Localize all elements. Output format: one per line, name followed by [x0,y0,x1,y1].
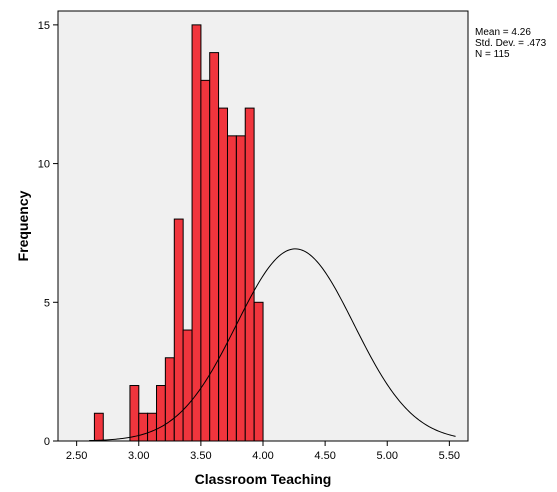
x-tick-label: 5.00 [377,450,398,462]
histogram-bar [253,301,264,442]
y-tick-label: 15 [38,20,50,32]
stats-mean: Mean = 4.26 [475,27,531,38]
x-tick-label: 4.00 [252,450,273,462]
histogram-bar [173,218,184,442]
x-tick-label: 4.50 [314,450,335,462]
histogram-bar [147,412,157,442]
stats-std-dev: Std. Dev. = .473 [475,38,547,49]
histogram-bar [218,107,229,442]
x-tick-label: 5.50 [439,450,460,462]
histogram-bar [235,135,246,442]
histogram-bar [129,385,140,442]
histogram-bar [182,329,193,442]
histogram-bar [164,357,175,442]
stats-n: N = 115 [475,49,510,60]
x-tick-label: 2.50 [66,450,87,462]
y-tick-label: 0 [44,436,50,448]
histogram-bar [209,52,220,442]
histogram-bar [93,412,104,442]
histogram-bar [226,135,237,442]
x-axis-title: Classroom Teaching [195,471,332,487]
histogram-bar [244,107,255,442]
y-axis-title: Frequency [15,190,31,261]
y-axis-ticks: 0 5 10 15 [38,20,58,448]
histogram-bar [156,385,166,442]
y-tick-label: 10 [38,159,50,171]
x-axis-ticks: 2.50 3.00 3.50 4.00 4.50 5.00 5.50 [66,441,460,462]
bars [93,24,264,442]
histogram-bar [138,412,149,442]
y-tick-label: 5 [44,297,50,309]
histogram-bar [191,24,202,442]
x-tick-label: 3.50 [190,450,211,462]
normal-curve [89,248,456,442]
x-tick-label: 3.00 [128,450,149,462]
